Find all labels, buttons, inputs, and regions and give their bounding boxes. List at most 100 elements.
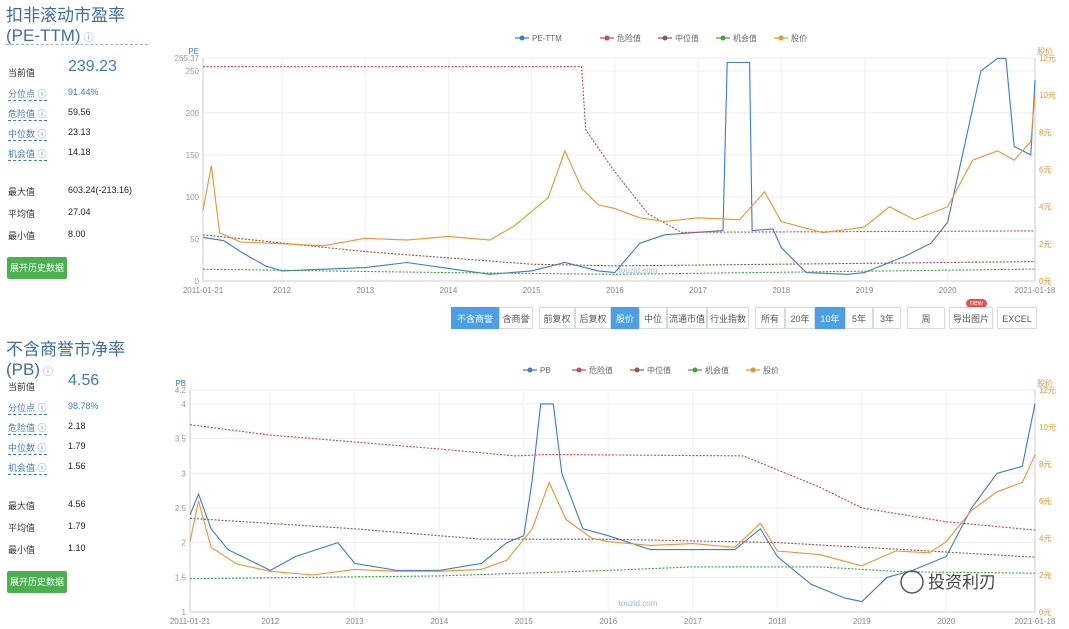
legend-marker (662, 35, 668, 41)
y2-tick-label: 8元 (1039, 460, 1051, 469)
toolbar-button[interactable]: 3年 (873, 307, 901, 329)
info-icon[interactable]: ⓘ (43, 367, 53, 378)
toolbar-button[interactable]: 前复权 (539, 307, 575, 329)
stat-label: 平均值 (8, 523, 36, 533)
y2-tick-label: 0元 (1039, 277, 1051, 286)
legend-label: 机会值 (733, 33, 757, 43)
stat-value: 1.79 (68, 441, 86, 451)
toolbar-button[interactable]: 20年 (785, 307, 815, 329)
y-tick-label: 3.5 (175, 435, 187, 444)
legend-marker (634, 367, 640, 373)
stat-value: 603.24(-213.16) (68, 185, 133, 195)
y-tick-label: 250 (186, 67, 200, 76)
stat-label[interactable]: 分位点 ⓘ (8, 403, 47, 415)
stat-label[interactable]: 分位点 ⓘ (8, 89, 47, 101)
x-tick-label: 2011-01-21 (183, 286, 224, 295)
stat-row: 最小值 1.10 (6, 540, 156, 558)
stat-value: 8.00 (68, 229, 86, 239)
stat-value: 91.44% (68, 87, 99, 97)
stat-label[interactable]: 危险值 ⓘ (8, 423, 47, 435)
stat-row: 平均值 1.79 (6, 518, 156, 536)
legend-label: 机会值 (705, 365, 729, 375)
series-line (189, 517, 1036, 558)
stat-label[interactable]: 机会值 ⓘ (8, 149, 47, 161)
y2-tick-label: 6元 (1039, 497, 1051, 506)
x-tick-label: 2020 (939, 286, 957, 295)
stat-value: 23.13 (68, 127, 91, 137)
toolbar-button[interactable]: 10年 (815, 307, 845, 329)
expand-history-button[interactable]: 展开历史数据 (7, 257, 67, 279)
y2-axis-label: 股价 (1037, 379, 1053, 388)
series-line (189, 454, 1036, 576)
stat-label[interactable]: 危险值 ⓘ (8, 109, 47, 121)
site-watermark: touzid.com (619, 599, 658, 608)
expand-history-button[interactable]: 展开历史数据 (7, 571, 67, 593)
stat-row: 机会值 ⓘ 14.18 (6, 144, 156, 162)
brand-text: 投资利刃 (928, 573, 996, 592)
stat-value: 1.79 (68, 521, 86, 531)
x-tick-label: 2014 (440, 286, 458, 295)
stat-label[interactable]: 中位数 ⓘ (8, 129, 47, 141)
y2-tick-label: 4元 (1039, 203, 1051, 212)
toolbar-button[interactable]: 股价 (611, 307, 639, 329)
pe-title: 扣非滚动市盈率(PE-TTM) (6, 6, 125, 45)
toolbar-button[interactable]: 中位 (639, 307, 667, 329)
y-tick-label: 1 (182, 608, 187, 617)
y2-tick-label: 8元 (1039, 128, 1051, 137)
y2-tick-label: 2元 (1039, 240, 1051, 249)
legend-label: PB (540, 366, 551, 375)
stat-value: 2.18 (68, 421, 86, 431)
y-tick-label: 1.5 (175, 573, 187, 582)
y2-tick-label: 2元 (1039, 571, 1051, 580)
pb-chart: 1 1.5 2 2.5 3 3.5 4 4.2 0元 2元 4元 6元 8元 10元 12元 PB 股价 2011… (170, 365, 1056, 626)
stat-value: 59.56 (68, 107, 91, 117)
y-tick-label: 4.2 (175, 386, 187, 395)
stat-row: 当前值 239.23 (6, 58, 156, 78)
legend-marker (604, 35, 610, 41)
stat-value: 4.56 (68, 499, 86, 509)
stat-label[interactable]: 机会值 ⓘ (8, 463, 47, 475)
y-tick-label: 2.5 (175, 504, 187, 513)
info-icon[interactable]: ⓘ (83, 33, 94, 44)
toolbar-button[interactable]: 5年 (845, 307, 873, 329)
stat-row: 分位点 ⓘ 91.44% (6, 84, 156, 102)
x-tick-label: 2019 (853, 617, 871, 626)
legend-label: 中位值 (675, 33, 699, 43)
stat-row: 危险值 ⓘ 59.56 (6, 104, 156, 122)
series-line (189, 403, 1036, 603)
legend-label: 中位值 (647, 365, 671, 375)
toolbar-button[interactable]: EXCEL (997, 307, 1037, 329)
stat-label[interactable]: 中位数 ⓘ (8, 443, 47, 455)
x-tick-label: 2016 (606, 286, 624, 295)
page-title: 不含商誉市净率(PB) ⓘ (6, 340, 166, 383)
toolbar-button[interactable]: 导出图片 (949, 307, 993, 329)
stat-label: 当前值 (8, 68, 36, 78)
y2-tick-label: 6元 (1039, 166, 1051, 175)
series-line (202, 95, 1036, 247)
toolbar-button[interactable]: 所有 (755, 307, 785, 329)
stat-value: 98.78% (68, 401, 99, 411)
stat-row: 机会值 ⓘ 1.56 (6, 458, 156, 476)
stat-label: 最小值 (8, 231, 36, 241)
stat-value: 14.18 (68, 147, 91, 157)
toolbar-button[interactable]: 不含商誉 (451, 307, 499, 329)
x-tick-label: 2012 (273, 286, 291, 295)
pe-panel: 扣非滚动市盈率(PE-TTM) ⓘ 当前值 239.23 分位点 ⓘ 91.44% 危险值… (6, 6, 1056, 295)
toolbar-button[interactable]: 后复权 (575, 307, 611, 329)
x-tick-label: 2018 (772, 286, 790, 295)
toolbar-button[interactable]: 流通市值 (667, 307, 707, 329)
toolbar-button[interactable]: 周 (907, 307, 945, 329)
x-tick-label: 2014 (430, 617, 448, 626)
legend-marker (519, 35, 525, 41)
series-line (189, 424, 1036, 531)
x-tick-label: 2020 (937, 617, 955, 626)
toolbar-button[interactable]: 含商誉 (499, 307, 533, 329)
legend-label: 危险值 (589, 365, 613, 375)
stat-label: 最大值 (8, 501, 36, 511)
legend-marker (576, 367, 582, 373)
legend-label: PE-TTM (532, 34, 562, 43)
x-tick-label: 2013 (356, 286, 374, 295)
toolbar-button[interactable]: 行业指数 (707, 307, 749, 329)
wechat-icon (900, 570, 924, 594)
stat-row: 危险值 ⓘ 2.18 (6, 418, 156, 436)
